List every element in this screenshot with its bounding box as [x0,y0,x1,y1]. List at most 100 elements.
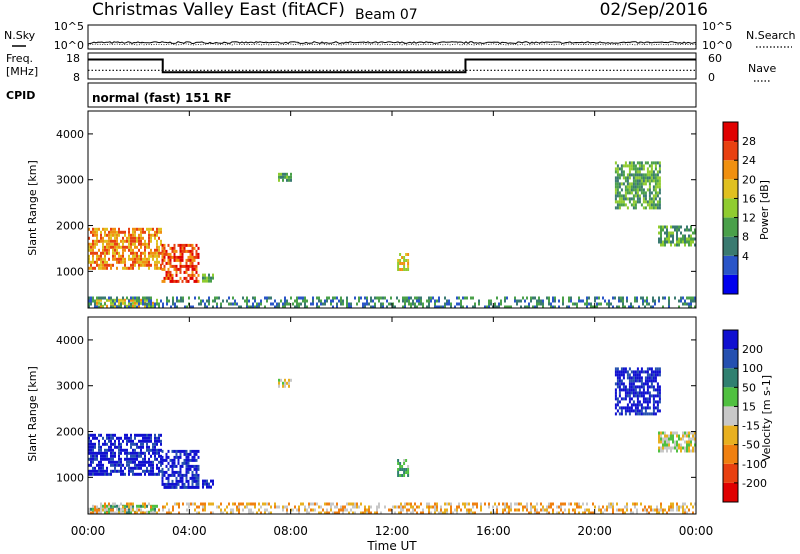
power-panel-frame [87,110,697,309]
power-heatmap [88,161,696,309]
velocity-cbar-label: Velocity [m s-1] [760,375,773,461]
x-tick-label-6: 00:00 [679,524,714,538]
x-tick-label-1: 04:00 [172,524,207,538]
echo-region-6 [614,367,661,416]
power-cbar-segment-4 [723,198,738,218]
power-cbar-segment-2 [723,236,738,256]
echo-region-8 [90,502,696,515]
velocity-ytick-label-1: 3000 [56,380,84,393]
power-ytick-label-3: 1000 [56,265,84,278]
x-axis-title: Time UT [366,539,417,553]
x-tick-label-4: 16:00 [476,524,511,538]
nave-tick-top: 60 [708,52,722,65]
power-cbar-label-1: 24 [742,154,756,167]
velocity-cbar-label-5: -50 [742,439,760,452]
velocity-heatmap [88,367,696,515]
noise-left-tick-top: 10^5 [54,20,84,33]
power-ylabel: Slant Range [km] [26,160,39,256]
power-cbar-label-2: 20 [742,173,756,186]
power-cbar-label-4: 12 [742,212,756,225]
velocity-ytick-label-3: 1000 [56,471,84,484]
freq-label-1: Freq. [6,52,33,65]
power-cbar-label-6: 4 [742,250,749,263]
echo-region-0 [88,227,162,270]
freq-label-2: [MHz] [6,65,38,78]
velocity-cbar-segment-0 [723,482,738,502]
x-axis-ticks: 00:00 04:00 08:00 12:00 16:00 20:00 00:00 [71,111,714,538]
velocity-cbar-label-4: -15 [742,420,760,433]
velocity-cbar-frame [722,329,739,503]
noise-right-label: N.Search [746,29,796,42]
power-cbar-label-3: 16 [742,192,756,205]
x-tick-label-2: 08:00 [273,524,308,538]
x-tick-label-3: 12:00 [375,524,410,538]
velocity-cbar-label-1: 100 [742,362,763,375]
velocity-cbar-segment-7 [723,349,738,369]
velocity-cbar-label-2: 50 [742,381,756,394]
echo-region-0 [88,433,162,476]
velocity-cbar-segment-6 [723,368,738,388]
power-cbar-segment-5 [723,179,738,199]
x-tick-label-0: 00:00 [71,524,106,538]
velocity-ytick-label-2: 2000 [56,426,84,439]
power-ytick-label-0: 4000 [56,128,84,141]
velocity-cbar-segment-1 [723,463,738,483]
velocity-colorbar: 200 100 50 15 -15 -50 -100 -200 [722,329,767,503]
freq-panel-frame [87,52,697,80]
noise-left-tick-bottom: 10^0 [54,39,84,52]
noise-search-trace [87,43,697,46]
noise-panel-frame [87,24,697,50]
velocity-cbar-label-0: 200 [742,343,763,356]
velocity-yticks: 4000 3000 2000 1000 [56,334,696,484]
echo-region-4 [397,459,410,477]
noise-traces [87,41,697,46]
power-cbar-segment-3 [723,217,738,237]
velocity-ylabel: Slant Range [km] [26,366,39,462]
cpid-mode-text: normal (fast) 151 RF [92,91,232,105]
echo-region-8 [88,296,696,309]
power-cbar-label-5: 8 [742,231,749,244]
freq-tick-bottom: 8 [73,71,80,84]
power-cbar-label-0: 28 [742,135,756,148]
beam-label: Beam 07 [355,7,418,23]
power-cbar-segment-7 [723,141,738,161]
power-cbar-segment-8 [723,122,738,142]
noise-sky-trace [87,41,697,45]
velocity-cbar-segment-2 [723,444,738,464]
noise-right-tick-top: 10^5 [702,20,732,33]
echo-region-5 [278,378,292,388]
power-ytick-label-1: 3000 [56,174,84,187]
velocity-cbar-segment-8 [723,330,738,350]
velocity-cbar-label-3: 15 [742,400,756,413]
echo-region-2 [202,273,214,283]
power-ytick-label-2: 2000 [56,220,84,233]
echo-region-2 [202,479,214,489]
velocity-cbar-segment-4 [723,406,738,426]
echo-region-6 [614,161,661,210]
power-yticks: 4000 3000 2000 1000 [56,128,696,278]
echo-region-5 [278,172,292,182]
cpid-panel-frame [87,82,697,108]
nave-tick-bottom: 0 [708,71,715,84]
power-colorbar: 28 24 20 16 12 8 4 [722,121,756,295]
power-cbar-label: Power [dB] [758,180,771,240]
echo-region-7 [658,225,696,247]
freq-tick-top: 18 [66,52,80,65]
power-cbar-segment-6 [723,160,738,180]
power-cbar-frame [722,121,739,295]
cpid-label: CPID [6,89,35,102]
velocity-cbar-label-6: -100 [742,458,767,471]
velocity-cbar-segment-5 [723,387,738,407]
velocity-cbar-segment-3 [723,425,738,445]
station-title: Christmas Valley East (fitACF) [92,0,345,20]
echo-region-1 [161,449,200,489]
date-label: 02/Sep/2016 [600,0,708,20]
echo-region-4 [397,253,410,271]
x-tick-label-5: 20:00 [577,524,612,538]
echo-region-1 [161,243,200,283]
velocity-ytick-label-0: 4000 [56,334,84,347]
noise-right-tick-bottom: 10^0 [702,39,732,52]
nave-label: Nave [748,62,776,75]
echo-region-7 [658,431,696,453]
